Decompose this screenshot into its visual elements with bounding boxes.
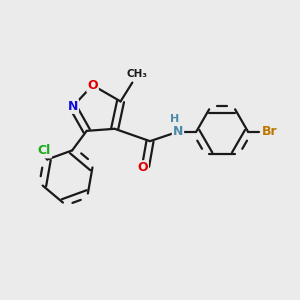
- Text: Br: Br: [262, 125, 278, 138]
- Text: N: N: [173, 125, 183, 138]
- Text: CH₃: CH₃: [127, 69, 148, 79]
- Text: O: O: [137, 161, 148, 174]
- Text: O: O: [87, 79, 98, 92]
- Text: Cl: Cl: [38, 144, 51, 158]
- Text: H: H: [170, 114, 179, 124]
- Text: N: N: [68, 100, 78, 113]
